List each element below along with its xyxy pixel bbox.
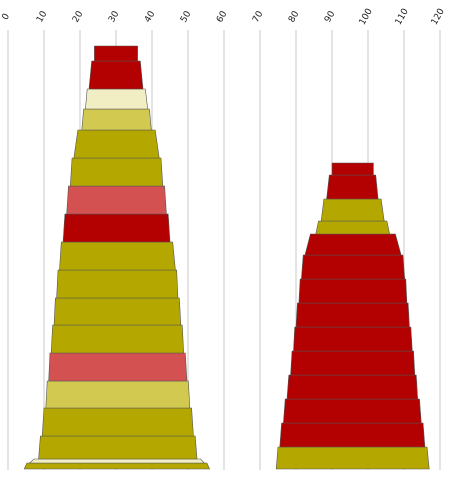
x-tick-label: 20 — [71, 9, 86, 24]
bar-segment — [85, 88, 149, 110]
bar-segment — [53, 297, 182, 326]
bar-segment — [326, 174, 379, 200]
bar-segment — [88, 60, 144, 90]
chart-column — [23, 45, 211, 470]
bar-segment — [293, 326, 413, 352]
bar-segment — [331, 162, 374, 176]
bar-segment — [41, 407, 194, 437]
bar-segment — [50, 324, 184, 354]
x-tick-label: 90 — [323, 9, 338, 24]
bar-segment — [290, 350, 416, 376]
x-tick-label: 100 — [358, 7, 375, 27]
bar-segment — [23, 462, 211, 470]
x-tick-label: 50 — [179, 9, 194, 24]
bar-segment — [81, 108, 152, 131]
bar-segment — [45, 380, 191, 409]
bar-segment — [69, 157, 164, 187]
bar-segment — [59, 241, 176, 271]
bar-segment — [73, 129, 160, 159]
bar-segment — [320, 198, 385, 222]
bar-segment — [298, 278, 408, 304]
bar-segment — [275, 446, 430, 470]
chart-column — [275, 162, 430, 470]
bar-segment — [48, 352, 188, 382]
bar-segment — [283, 398, 422, 424]
bar-segment — [28, 458, 205, 464]
x-tick-label: 110 — [394, 7, 411, 27]
bar-segment — [38, 435, 198, 460]
bar-segment — [66, 185, 167, 215]
bar-segment — [304, 233, 402, 256]
bar-segment — [315, 220, 390, 235]
x-tick-label: 30 — [107, 9, 122, 24]
x-axis-tick-labels: 0 10 20 30 40 50 60 70 80 90 100 110 120 — [1, 7, 448, 27]
x-tick-label: 80 — [287, 9, 302, 24]
bar-segment — [301, 254, 406, 280]
x-tick-label: 40 — [143, 9, 158, 24]
bar-segment — [295, 302, 410, 328]
x-tick-label: 120 — [430, 7, 447, 27]
chart-columns — [23, 45, 430, 470]
x-tick-label: 60 — [215, 9, 230, 24]
bar-segment — [286, 374, 418, 400]
bar-segment — [56, 269, 179, 299]
x-tick-label: 0 — [1, 12, 13, 22]
x-tick-label: 10 — [35, 9, 50, 24]
bar-segment — [94, 45, 138, 62]
x-tick-label: 70 — [251, 9, 266, 24]
bar-segment — [62, 213, 171, 243]
bar-segment — [279, 422, 426, 448]
